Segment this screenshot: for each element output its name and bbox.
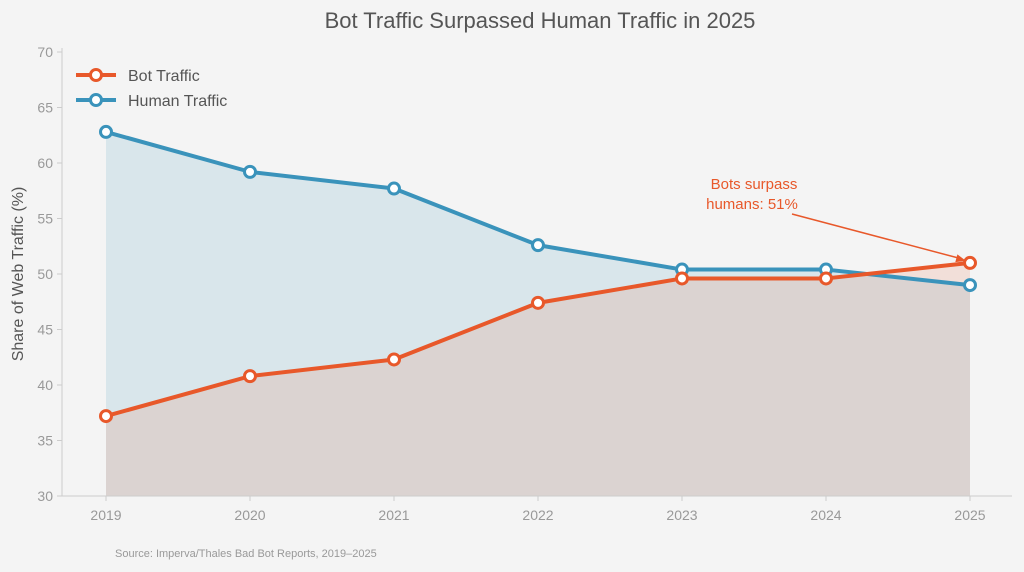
y-tick-label: 60 — [37, 155, 53, 171]
legend-label: Bot Traffic — [128, 68, 200, 85]
data-point-bot-traffic — [99, 409, 113, 424]
x-tick-label: 2024 — [810, 507, 841, 523]
y-tick-label: 55 — [37, 211, 53, 227]
data-point-human-traffic — [531, 238, 545, 253]
y-tick-label: 65 — [37, 100, 53, 116]
y-axis-label: Share of Web Traffic (%) — [10, 187, 27, 362]
data-point-bot-traffic — [243, 369, 257, 384]
data-point-human-traffic — [243, 164, 257, 179]
x-tick-label: 2023 — [666, 507, 697, 523]
y-tick-label: 35 — [37, 433, 53, 449]
data-point-bot-traffic — [819, 271, 833, 286]
data-point-bot-traffic — [531, 295, 545, 310]
x-tick-label: 2019 — [90, 507, 121, 523]
x-tick-label: 2025 — [954, 507, 985, 523]
y-tick-label: 50 — [37, 266, 53, 282]
y-tick-label: 70 — [37, 44, 53, 60]
chart-title: Bot Traffic Surpassed Human Traffic in 2… — [325, 8, 756, 33]
data-point-bot-traffic — [387, 352, 401, 367]
x-tick-label: 2020 — [234, 507, 265, 523]
area-fill-human-traffic — [106, 131, 970, 497]
data-point-bot-traffic — [675, 271, 689, 286]
data-point-human-traffic — [963, 278, 977, 293]
y-tick-label: 45 — [37, 322, 53, 338]
legend-marker — [89, 93, 103, 107]
annotation-arrowhead — [955, 254, 966, 263]
annotation-line-2: humans: 51% — [706, 196, 798, 213]
data-point-human-traffic — [99, 124, 113, 139]
legend-label: Human Traffic — [128, 93, 227, 110]
legend-marker — [89, 68, 103, 82]
x-tick-label: 2021 — [378, 507, 409, 523]
data-point-human-traffic — [387, 181, 401, 196]
source-note: Source: Imperva/Thales Bad Bot Reports, … — [115, 548, 377, 560]
x-tick-label: 2022 — [522, 507, 553, 523]
y-tick-label: 40 — [37, 377, 53, 393]
annotation-arrow — [791, 213, 959, 259]
annotation: Bots surpass humans: 51% — [706, 176, 966, 263]
legend: Bot Traffic Human Traffic — [76, 68, 227, 110]
data-point-bot-traffic — [963, 255, 977, 270]
area-fill-bot-traffic — [106, 262, 970, 496]
y-tick-label: 30 — [37, 488, 53, 504]
annotation-line-1: Bots surpass — [711, 176, 798, 193]
